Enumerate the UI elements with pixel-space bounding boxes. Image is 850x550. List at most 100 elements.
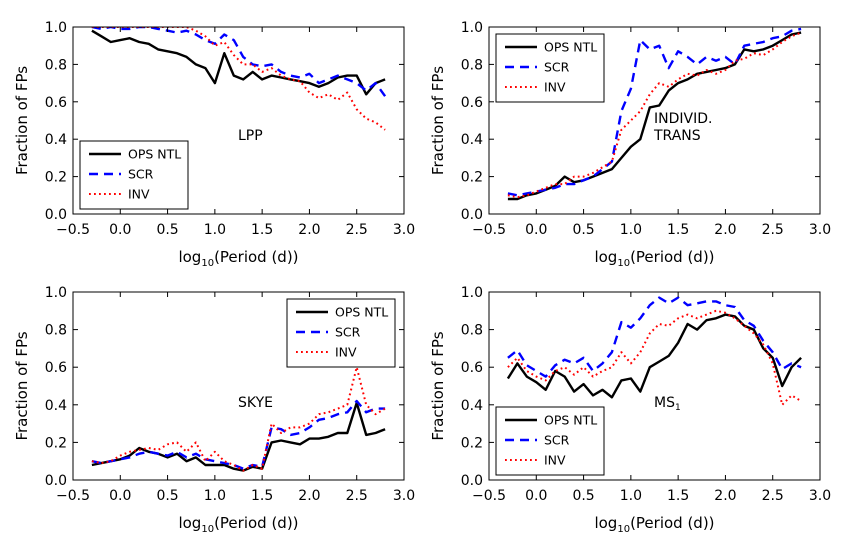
y-tick-label: 0.2 xyxy=(45,435,67,451)
x-axis-label-subscript: 10 xyxy=(617,524,630,535)
y-tick-label: 0.6 xyxy=(461,95,483,111)
y-tick-label: 0.8 xyxy=(45,57,67,73)
y-tick-label: 0.2 xyxy=(461,435,483,451)
x-axis-label-main: log xyxy=(594,514,617,532)
x-tick-label: 3.0 xyxy=(809,222,831,238)
y-tick-label: 1.0 xyxy=(45,20,67,36)
series-line-scr xyxy=(91,27,387,97)
series-line-ops-ntl xyxy=(91,29,386,96)
x-tick-label: 0.5 xyxy=(572,488,594,504)
legend-label: SCR xyxy=(335,325,361,340)
x-tick-label: 1.0 xyxy=(204,488,226,504)
x-axis-label-rest: (Period (d)) xyxy=(630,514,714,532)
x-axis-label-rest: (Period (d)) xyxy=(214,248,298,266)
y-tick-label: 0.0 xyxy=(45,473,67,489)
chart-panel-3: −0.5 0.0 0.5 1.0 1.5 2.0 2.5 3.00.00.20.40.60.8… xyxy=(13,285,415,535)
y-tick-label: 0.0 xyxy=(461,473,483,489)
x-tick-label: 1.5 xyxy=(251,488,273,504)
x-axis-label-main: log xyxy=(594,248,617,266)
series-line-scr xyxy=(507,27,802,197)
chart-panel-4: −0.5 0.0 0.5 1.0 1.5 2.0 2.5 3.00.00.20.40.60.8… xyxy=(429,285,831,535)
legend-label: SCR xyxy=(128,167,154,182)
x-axis-label-rest: (Period (d)) xyxy=(630,248,714,266)
y-tick-label: 1.0 xyxy=(45,285,67,301)
x-axis-label: log10(Period (d)) xyxy=(178,514,298,535)
y-axis-label: Fraction of FPs xyxy=(13,331,31,440)
y-tick-label: 0.8 xyxy=(461,57,483,73)
y-tick-label: 0.4 xyxy=(45,398,67,414)
x-tick-label: 2.5 xyxy=(762,222,784,238)
x-axis-label-main: log xyxy=(178,248,201,266)
legend-label: INV xyxy=(544,80,566,95)
plot-frame xyxy=(72,26,405,215)
x-tick-label: 3.0 xyxy=(809,488,831,504)
chart-panel-1: −0.5 0.0 0.5 1.0 1.5 2.0 2.5 3.00.00.20.40.60.8… xyxy=(13,20,415,269)
x-tick-label: 2.5 xyxy=(762,488,784,504)
x-tick-label: 2.5 xyxy=(346,488,368,504)
panel-annotation-subscript: 1 xyxy=(675,403,681,413)
panel-annotation: SKYE xyxy=(238,395,273,411)
chart-panel-2: −0.5 0.0 0.5 1.0 1.5 2.0 2.5 3.00.00.20.40.60.8… xyxy=(429,20,831,269)
x-tick-label: 0.0 xyxy=(109,488,131,504)
legend-label: INV xyxy=(128,187,150,202)
panel-annotation: MS1 xyxy=(654,395,681,413)
x-tick-label: 0.0 xyxy=(525,488,547,504)
legend-label: SCR xyxy=(544,433,570,448)
panel-annotation-main: MS xyxy=(654,395,675,411)
series-line-inv xyxy=(91,366,386,472)
y-tick-label: 0.0 xyxy=(461,207,483,223)
legend-label: OPS NTL xyxy=(335,305,388,320)
y-tick-label: 0.6 xyxy=(45,360,67,376)
y-axis-label: Fraction of FPs xyxy=(13,66,31,175)
x-tick-label: 2.0 xyxy=(298,222,320,238)
x-tick-label: 1.0 xyxy=(620,488,642,504)
legend-label: INV xyxy=(544,453,566,468)
series-line-scr xyxy=(507,296,802,378)
x-tick-label: 2.0 xyxy=(298,488,320,504)
y-axis-label: Fraction of FPs xyxy=(429,66,447,175)
plot-frame xyxy=(72,291,405,481)
x-tick-label: 2.0 xyxy=(714,488,736,504)
x-axis-label-subscript: 10 xyxy=(617,258,630,269)
y-tick-label: 1.0 xyxy=(461,285,483,301)
panel-annotation: TRANS xyxy=(653,128,701,144)
x-axis-label: log10(Period (d)) xyxy=(178,248,298,269)
x-tick-label: 0.5 xyxy=(156,222,178,238)
x-axis-label: log10(Period (d)) xyxy=(594,248,714,269)
x-tick-label: 0.0 xyxy=(525,222,547,238)
y-tick-label: 0.6 xyxy=(45,95,67,111)
y-tick-label: 0.2 xyxy=(45,170,67,186)
x-tick-label: −0.5 xyxy=(56,488,90,504)
plot-frame xyxy=(488,291,821,481)
y-tick-label: 1.0 xyxy=(461,20,483,36)
x-tick-label: 1.0 xyxy=(204,222,226,238)
y-tick-label: 0.8 xyxy=(461,323,483,339)
legend: OPS NTL SCR INV xyxy=(495,406,605,476)
legend-label: OPS NTL xyxy=(128,147,181,162)
legend-label: SCR xyxy=(544,60,570,75)
x-axis-label-subscript: 10 xyxy=(201,524,214,535)
legend: OPS NTL SCR INV xyxy=(286,298,396,368)
panel-annotation: LPP xyxy=(238,128,263,144)
x-tick-label: 3.0 xyxy=(393,488,415,504)
legend: OPS NTL SCR INV xyxy=(79,140,189,210)
y-axis-label: Fraction of FPs xyxy=(429,331,447,440)
legend-label: OPS NTL xyxy=(544,413,597,428)
x-tick-label: 1.5 xyxy=(667,222,689,238)
x-tick-label: −0.5 xyxy=(56,222,90,238)
x-tick-label: 1.0 xyxy=(620,222,642,238)
y-tick-label: 0.0 xyxy=(45,207,67,223)
panel-annotation: INDIVID. xyxy=(654,111,712,127)
x-tick-label: 0.5 xyxy=(572,222,594,238)
y-tick-label: 0.2 xyxy=(461,170,483,186)
x-tick-label: 3.0 xyxy=(393,222,415,238)
x-axis-label: log10(Period (d)) xyxy=(594,514,714,535)
series-line-inv xyxy=(507,309,802,406)
x-tick-label: 1.5 xyxy=(667,488,689,504)
x-axis-label-subscript: 10 xyxy=(201,258,214,269)
x-axis-label-main: log xyxy=(178,514,201,532)
plot-frame xyxy=(488,26,821,215)
x-tick-label: 0.5 xyxy=(156,488,178,504)
y-tick-label: 0.4 xyxy=(45,132,67,148)
